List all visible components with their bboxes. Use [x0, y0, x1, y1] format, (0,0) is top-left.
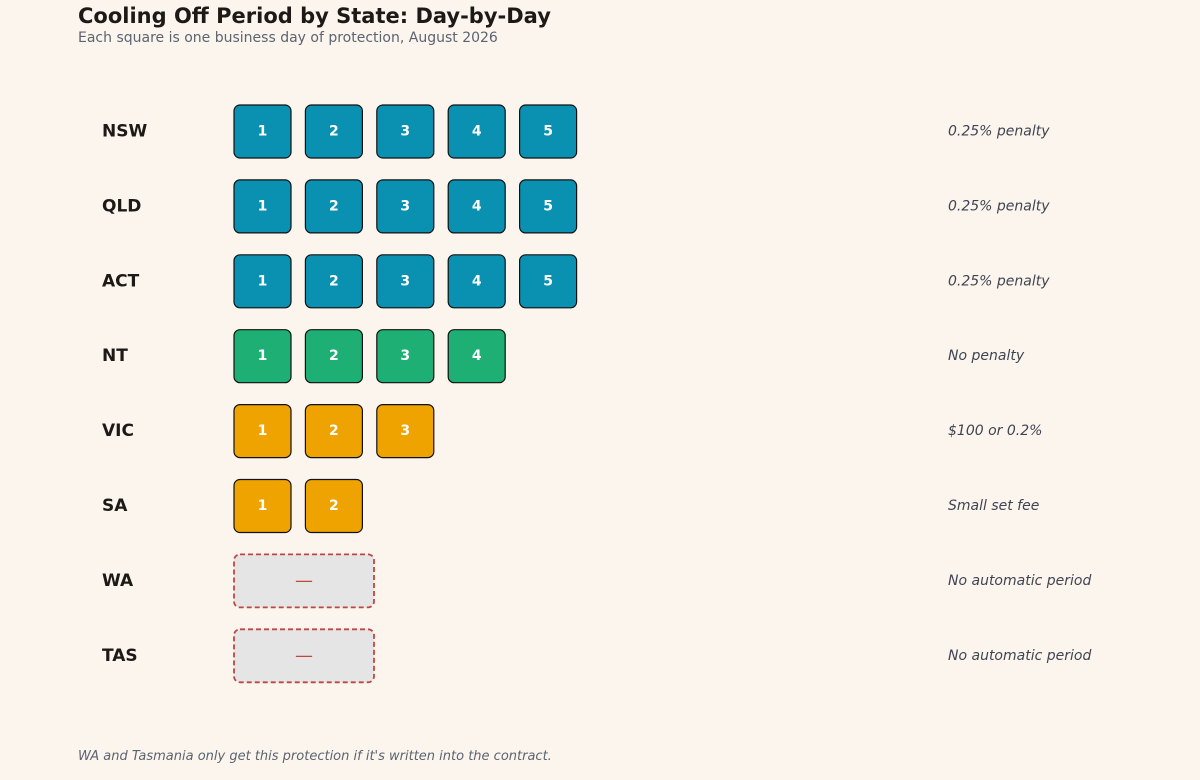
day-number-label: 1 — [258, 198, 268, 214]
day-square — [447, 254, 506, 309]
day-number-label: 4 — [472, 273, 482, 289]
penalty-note: No penalty — [948, 348, 1025, 364]
day-number-label: 2 — [329, 348, 339, 364]
state-row-vic: VIC 1 2 3 $100 or 0.2% — [102, 404, 1042, 459]
footnote: WA and Tasmania only get this protection… — [78, 749, 552, 764]
chart-subtitle: Each square is one business day of prote… — [78, 30, 498, 46]
day-square — [233, 254, 292, 309]
day-number-label: 2 — [329, 423, 339, 439]
day-square — [304, 404, 363, 459]
day-number-label: 5 — [543, 198, 553, 214]
day-square — [447, 104, 506, 159]
state-row-act: ACT 1 2 3 4 5 0.25% penalty — [102, 254, 1050, 309]
no-period-dash: — — [295, 570, 313, 591]
state-row-sa: SA 1 2 Small set fee — [102, 478, 1039, 534]
day-square — [376, 104, 435, 159]
penalty-note: $100 or 0.2% — [948, 423, 1042, 439]
day-square — [233, 104, 292, 159]
chart-title: Cooling Off Period by State: Day-by-Day — [78, 4, 551, 28]
no-period-box — [233, 553, 375, 609]
penalty-note: 0.25% penalty — [948, 273, 1050, 289]
state-row-tas: TAS — No automatic period — [102, 628, 1091, 684]
state-label: NSW — [102, 122, 147, 142]
day-number-label: 1 — [258, 423, 268, 439]
day-number-label: 4 — [472, 198, 482, 214]
day-number-label: 2 — [329, 273, 339, 289]
day-square — [376, 254, 435, 309]
state-label: NT — [102, 346, 128, 366]
day-number-label: 4 — [472, 348, 482, 364]
no-period-box — [233, 628, 375, 684]
state-label: QLD — [102, 196, 141, 216]
state-label: VIC — [102, 421, 134, 441]
day-number-label: 1 — [258, 273, 268, 289]
state-label: ACT — [102, 271, 140, 291]
state-label: TAS — [102, 646, 138, 666]
day-square — [376, 329, 435, 384]
penalty-note: No automatic period — [948, 648, 1091, 664]
state-row-wa: WA — No automatic period — [102, 553, 1091, 609]
day-number-label: 1 — [258, 498, 268, 514]
day-square — [376, 179, 435, 234]
day-square — [304, 254, 363, 309]
day-number-label: 5 — [543, 124, 553, 140]
penalty-note: 0.25% penalty — [948, 124, 1050, 140]
day-square — [233, 179, 292, 234]
day-square — [304, 329, 363, 384]
day-square — [518, 254, 578, 309]
day-square — [518, 179, 578, 234]
state-row-qld: QLD 1 2 3 4 5 0.25% penalty — [102, 179, 1050, 234]
day-number-label: 4 — [472, 124, 482, 140]
day-number-label: 2 — [329, 198, 339, 214]
day-square — [233, 404, 292, 459]
day-number-label: 5 — [543, 273, 553, 289]
state-label: WA — [102, 571, 134, 591]
day-square — [233, 329, 292, 384]
state-row-nt: NT 1 2 3 4 No penalty — [102, 329, 1025, 384]
state-row-nsw: NSW 1 2 3 4 5 0.25% penalty — [102, 104, 1050, 159]
day-square — [304, 104, 363, 159]
day-square — [447, 329, 506, 384]
day-number-label: 3 — [400, 423, 410, 439]
day-number-label: 1 — [258, 124, 268, 140]
penalty-note: Small set fee — [948, 498, 1039, 514]
day-number-label: 2 — [329, 498, 339, 514]
day-number-label: 2 — [329, 124, 339, 140]
day-square — [304, 478, 363, 534]
day-number-label: 3 — [400, 198, 410, 214]
penalty-note: No automatic period — [948, 573, 1091, 589]
day-number-label: 3 — [400, 348, 410, 364]
penalty-note: 0.25% penalty — [948, 198, 1050, 214]
state-label: SA — [102, 496, 128, 516]
no-period-dash: — — [295, 645, 313, 666]
day-square — [376, 404, 435, 459]
day-square — [518, 104, 578, 159]
day-number-label: 3 — [400, 273, 410, 289]
day-number-label: 3 — [400, 124, 410, 140]
day-square — [233, 478, 292, 534]
day-number-label: 1 — [258, 348, 268, 364]
day-square — [447, 179, 506, 234]
day-square — [304, 179, 363, 234]
